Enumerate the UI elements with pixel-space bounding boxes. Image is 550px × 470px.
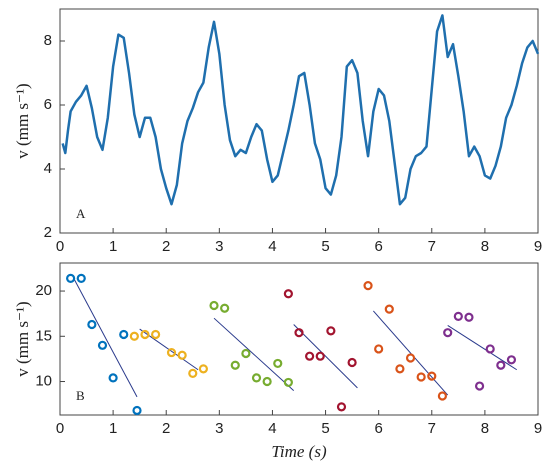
x-tick-label: 6 (374, 420, 382, 437)
data-point (405, 353, 416, 363)
y-tick-label: 10 (35, 372, 52, 389)
data-point (129, 331, 139, 341)
data-point (363, 281, 373, 291)
x-tick-label: 2 (162, 238, 170, 255)
y-axis-label: v (mm s⁻¹) (13, 83, 32, 158)
x-tick-label: 9 (534, 238, 542, 255)
data-point (119, 329, 129, 340)
data-point (395, 364, 405, 374)
x-tick-label: 0 (56, 238, 64, 255)
data-point (474, 381, 485, 391)
data-point (188, 368, 198, 378)
x-tick-label: 8 (481, 238, 489, 255)
x-tick-label: 0 (56, 420, 64, 437)
x-tick-label: 1 (109, 238, 117, 255)
data-point (177, 350, 187, 360)
data-point (315, 351, 325, 361)
data-point (209, 300, 219, 311)
y-axis-label: v (mm s⁻¹) (13, 301, 32, 376)
x-tick-label: 5 (321, 238, 329, 255)
data-point (66, 273, 76, 283)
data-point (241, 348, 251, 359)
data-point (97, 340, 108, 350)
data-point (140, 329, 150, 340)
x-tick-label: 4 (268, 420, 276, 437)
data-point (336, 402, 347, 412)
x-axis-label: Time (s) (271, 442, 327, 461)
data-point (384, 304, 394, 314)
x-tick-label: 7 (428, 238, 436, 255)
data-point (496, 360, 506, 370)
data-point (485, 344, 495, 354)
x-tick-label: 7 (428, 420, 436, 437)
x-tick-label: 3 (215, 238, 223, 255)
y-tick-label: 4 (44, 160, 52, 177)
fit-line (213, 317, 295, 391)
y-tick-label: 20 (35, 282, 52, 299)
x-tick-label: 1 (109, 420, 117, 437)
x-tick-label: 3 (215, 420, 223, 437)
data-line (61, 14, 540, 206)
y-tick-label: 2 (44, 224, 52, 241)
x-tick-label: 8 (481, 420, 489, 437)
data-point (198, 364, 208, 374)
data-point (166, 347, 177, 358)
data-point (283, 289, 293, 299)
plot-frame (59, 262, 539, 416)
data-point (305, 351, 315, 361)
y-tick-label: 8 (44, 32, 52, 49)
x-tick-label: 2 (162, 420, 170, 437)
data-point (326, 326, 336, 336)
panel-label: B (76, 388, 85, 403)
data-point (443, 328, 453, 338)
data-point (220, 303, 230, 313)
fit-line (72, 277, 138, 398)
data-point (437, 391, 447, 401)
data-point (262, 376, 272, 387)
data-point (108, 373, 118, 383)
x-tick-label: 5 (321, 420, 329, 437)
y-tick-label: 15 (35, 327, 52, 344)
data-point (76, 273, 86, 283)
fit-line (293, 324, 358, 389)
data-point (374, 344, 384, 354)
data-point (251, 373, 262, 383)
fit-line (447, 325, 518, 371)
data-point (464, 312, 474, 322)
data-point (132, 405, 142, 416)
data-point (151, 329, 161, 340)
data-point (283, 377, 293, 388)
x-tick-label: 9 (534, 420, 542, 437)
data-point (453, 311, 463, 321)
data-point (273, 358, 283, 369)
data-point (294, 328, 304, 338)
x-tick-label: 4 (268, 238, 276, 255)
data-point (416, 372, 426, 382)
y-tick-label: 6 (44, 96, 52, 113)
data-point (87, 319, 97, 330)
data-point (230, 360, 240, 370)
plot-frame (59, 8, 539, 234)
x-tick-label: 6 (374, 238, 382, 255)
data-point (427, 371, 437, 381)
data-point (347, 357, 357, 368)
data-point (506, 355, 517, 365)
panel-label: A (76, 206, 86, 221)
fit-line (372, 310, 449, 396)
